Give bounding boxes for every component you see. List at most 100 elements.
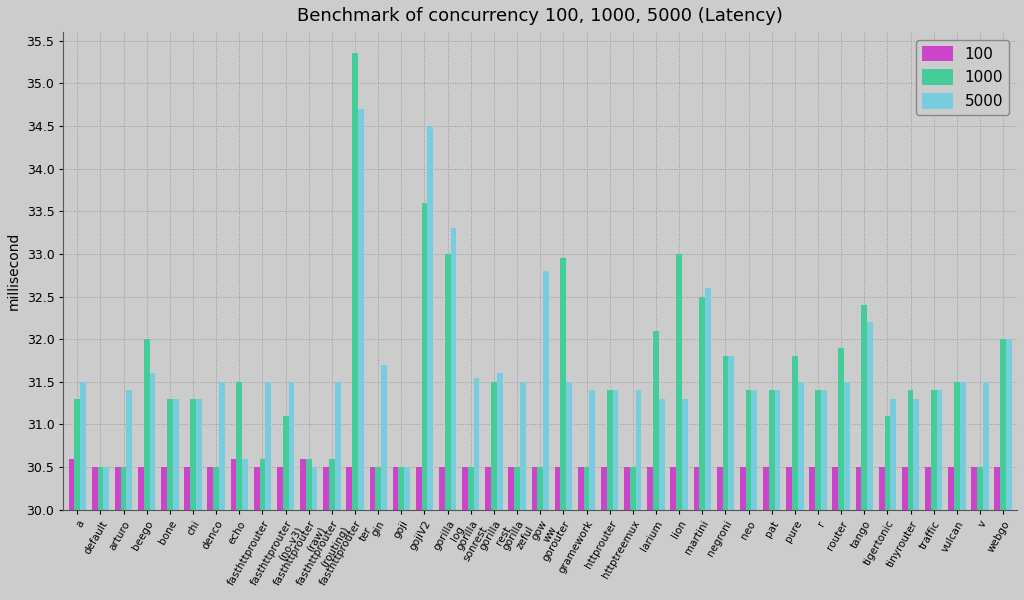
Bar [346, 467, 352, 510]
Bar [514, 467, 520, 510]
Bar [815, 391, 821, 510]
Bar [538, 467, 543, 510]
Bar [612, 391, 618, 510]
Bar [190, 399, 196, 510]
Bar [699, 296, 706, 510]
Bar [97, 467, 103, 510]
Bar [769, 391, 774, 510]
Bar [404, 467, 410, 510]
Bar [196, 399, 202, 510]
Bar [937, 391, 942, 510]
Bar [69, 458, 75, 510]
Bar [370, 467, 376, 510]
Bar [723, 356, 728, 510]
Bar [219, 382, 225, 510]
Bar [237, 382, 243, 510]
Bar [184, 467, 190, 510]
Bar [167, 399, 173, 510]
Bar [543, 271, 549, 510]
Bar [427, 126, 433, 510]
Bar [954, 382, 959, 510]
Bar [416, 467, 422, 510]
Bar [625, 467, 630, 510]
Y-axis label: millisecond: millisecond [7, 232, 20, 310]
Bar [398, 467, 404, 510]
Bar [230, 458, 237, 510]
Bar [560, 258, 566, 510]
Bar [653, 331, 658, 510]
Bar [994, 467, 1000, 510]
Bar [763, 467, 769, 510]
Bar [352, 53, 358, 510]
Bar [752, 391, 757, 510]
Bar [75, 399, 80, 510]
Bar [208, 467, 213, 510]
Bar [311, 467, 317, 510]
Bar [972, 467, 977, 510]
Bar [358, 109, 364, 510]
Bar [745, 391, 752, 510]
Bar [786, 467, 792, 510]
Bar [138, 467, 143, 510]
Bar [381, 365, 387, 510]
Bar [658, 399, 665, 510]
Bar [485, 467, 492, 510]
Bar [566, 382, 572, 510]
Bar [728, 356, 734, 510]
Bar [833, 467, 839, 510]
Bar [422, 203, 427, 510]
Bar [740, 467, 745, 510]
Bar [977, 467, 983, 510]
Bar [959, 382, 966, 510]
Bar [254, 467, 259, 510]
Bar [173, 399, 178, 510]
Bar [601, 467, 607, 510]
Bar [492, 382, 497, 510]
Bar [451, 228, 457, 510]
Bar [821, 391, 826, 510]
Bar [798, 382, 804, 510]
Bar [676, 254, 682, 510]
Bar [844, 382, 850, 510]
Bar [774, 391, 780, 510]
Bar [578, 467, 584, 510]
Bar [879, 467, 885, 510]
Bar [647, 467, 653, 510]
Bar [867, 322, 873, 510]
Bar [907, 391, 913, 510]
Bar [590, 391, 595, 510]
Bar [468, 467, 474, 510]
Bar [289, 382, 294, 510]
Bar [839, 348, 844, 510]
Bar [243, 458, 248, 510]
Bar [276, 467, 283, 510]
Bar [161, 467, 167, 510]
Bar [856, 467, 861, 510]
Bar [444, 254, 451, 510]
Bar [92, 467, 97, 510]
Bar [584, 467, 590, 510]
Bar [150, 373, 156, 510]
Bar [948, 467, 954, 510]
Bar [706, 288, 711, 510]
Bar [792, 356, 798, 510]
Bar [682, 399, 688, 510]
Bar [809, 467, 815, 510]
Title: Benchmark of concurrency 100, 1000, 5000 (Latency): Benchmark of concurrency 100, 1000, 5000… [297, 7, 783, 25]
Bar [671, 467, 676, 510]
Bar [1000, 339, 1006, 510]
Bar [439, 467, 444, 510]
Bar [376, 467, 381, 510]
Bar [121, 467, 127, 510]
Bar [693, 467, 699, 510]
Bar [80, 382, 86, 510]
Bar [861, 305, 867, 510]
Bar [913, 399, 920, 510]
Bar [474, 377, 479, 510]
Bar [885, 416, 890, 510]
Bar [127, 391, 132, 510]
Bar [103, 467, 110, 510]
Bar [902, 467, 907, 510]
Bar [508, 467, 514, 510]
Bar [531, 467, 538, 510]
